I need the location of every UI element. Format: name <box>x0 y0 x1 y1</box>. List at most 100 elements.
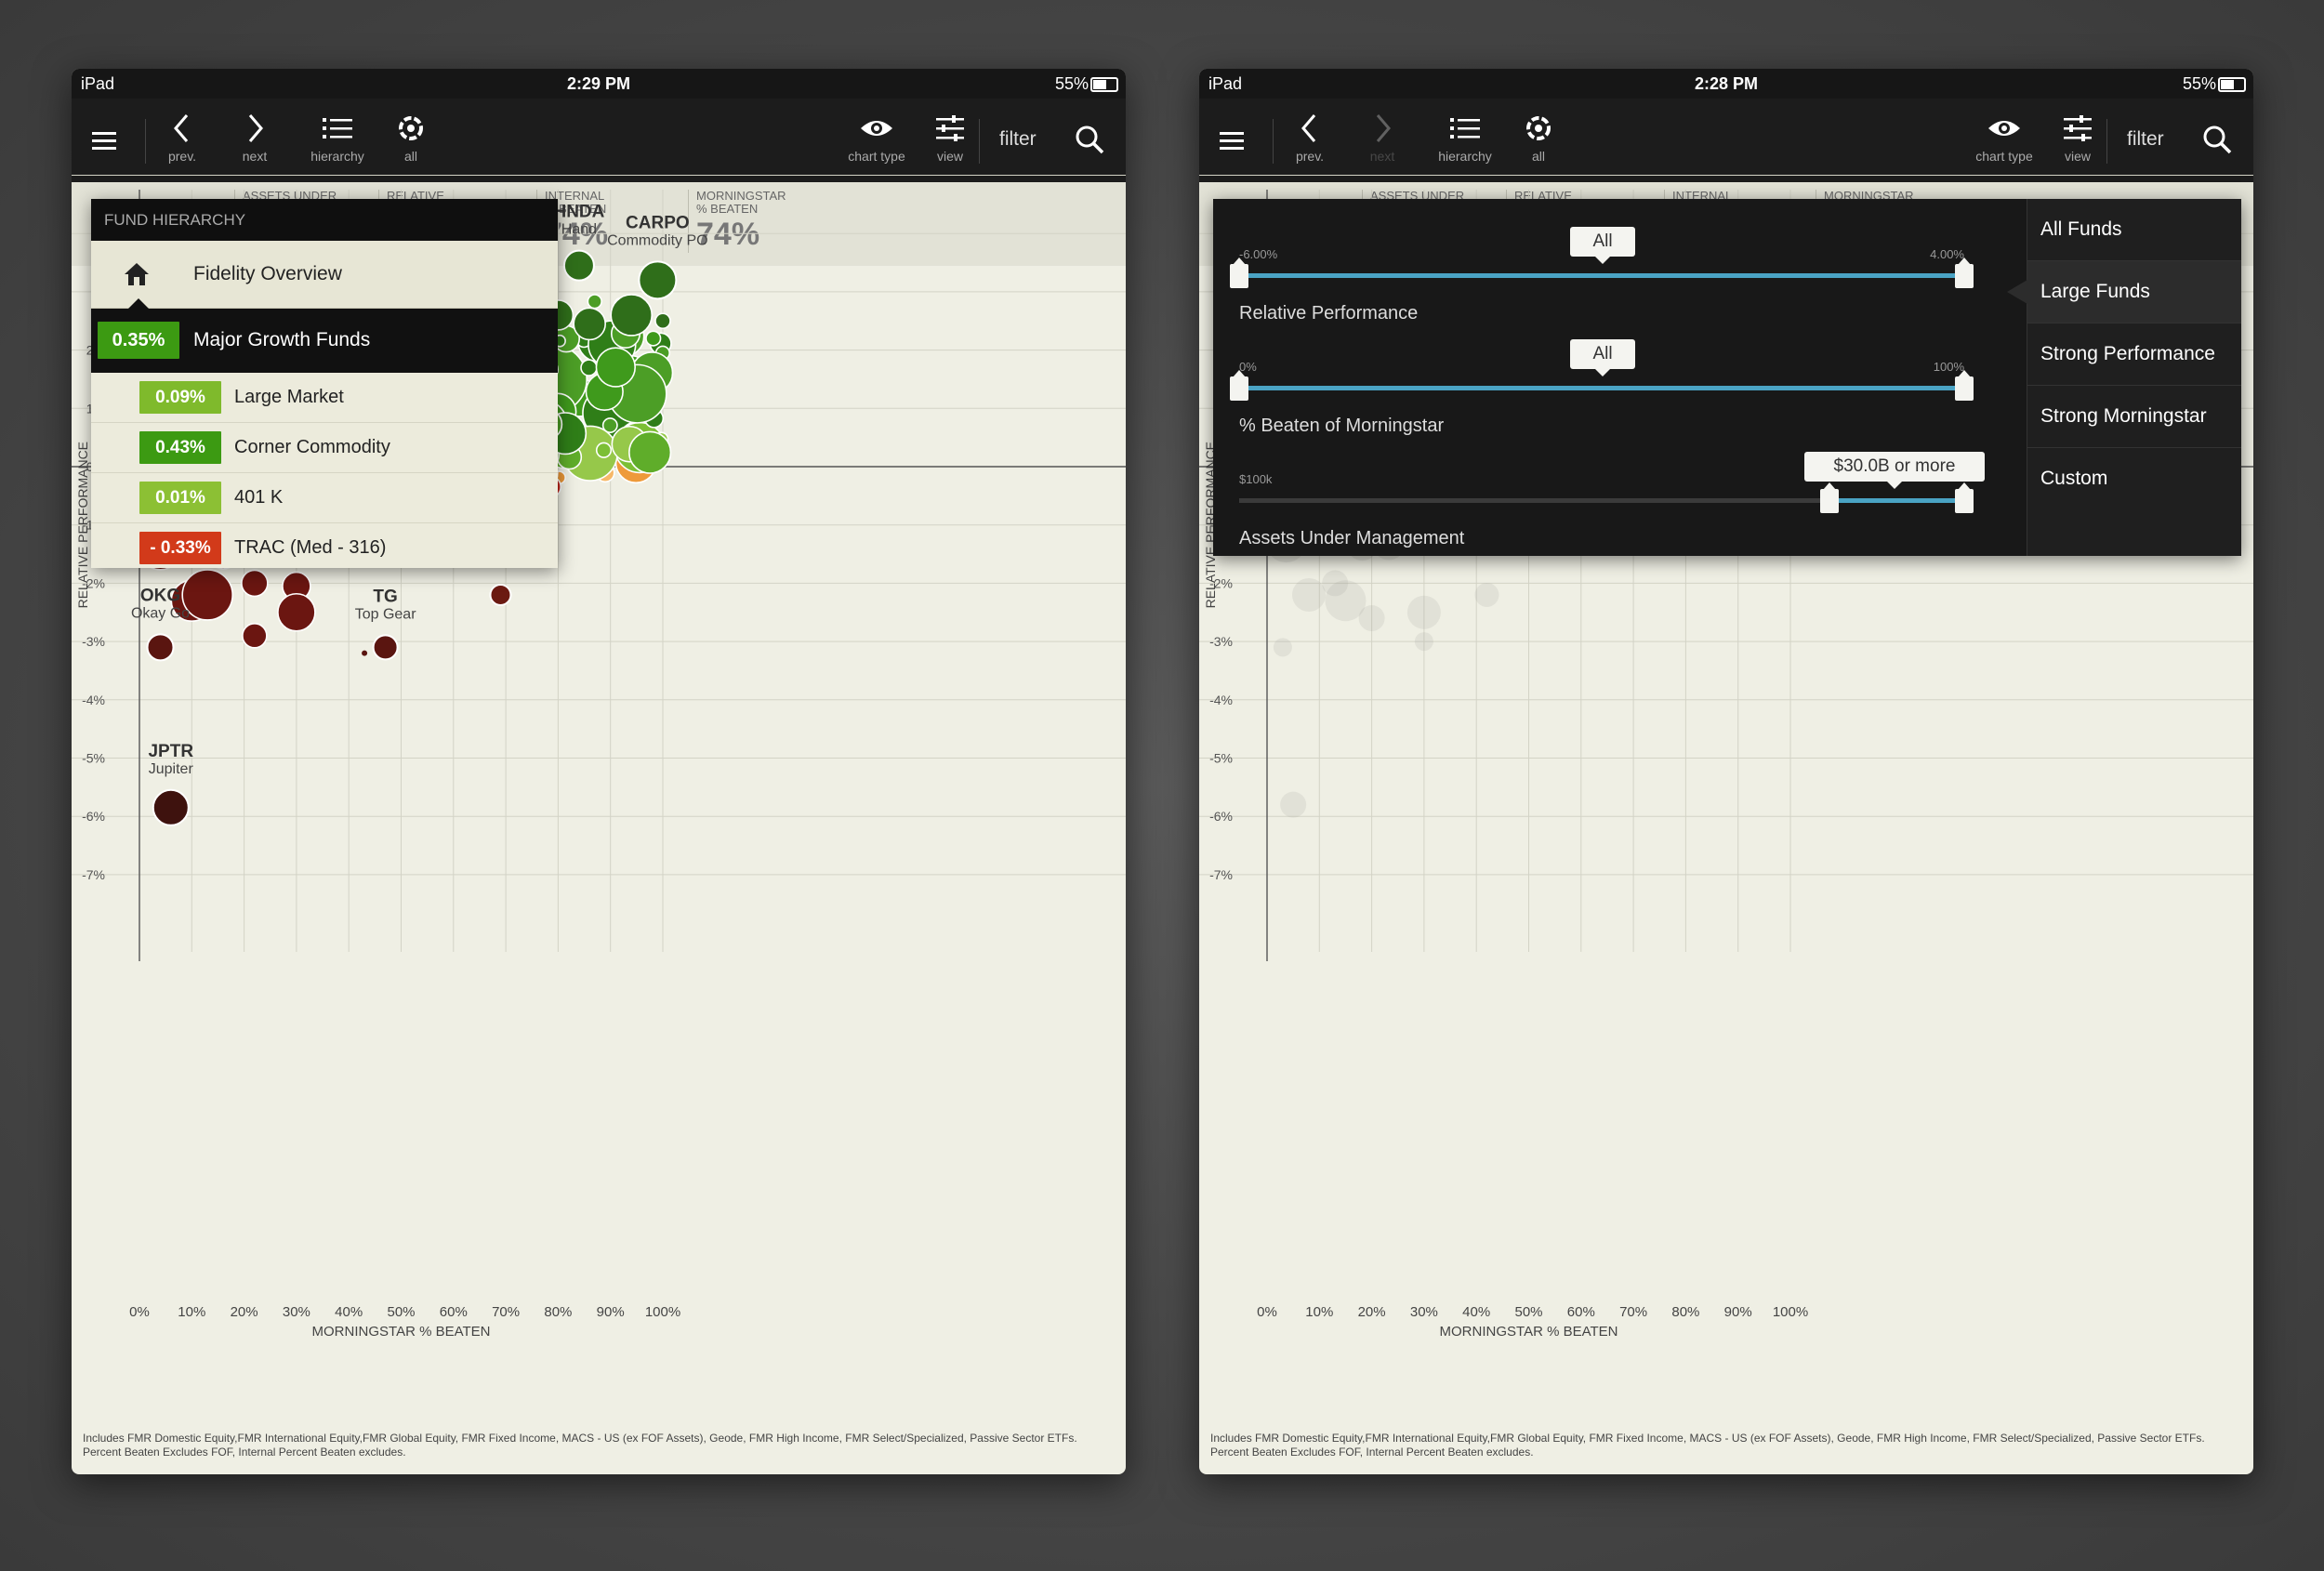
fund-code-label: JPTR <box>148 742 193 761</box>
fund-bubble <box>601 417 618 434</box>
fund-bubble <box>628 430 672 474</box>
x-tick-label: 80% <box>544 1304 572 1320</box>
carrier-label: iPad <box>1208 74 1243 93</box>
fund-bubble <box>241 569 269 598</box>
fund-bubble-faded <box>1406 595 1441 629</box>
view-button[interactable]: view <box>2045 99 2110 182</box>
sliders-icon <box>2064 115 2092 141</box>
search-button[interactable] <box>1066 99 1113 182</box>
slider-max: 4.00% <box>1930 247 1964 261</box>
child-fund-row[interactable]: 0.01% 401 K <box>91 473 558 523</box>
all-button[interactable]: all <box>1506 99 1571 182</box>
menu-button[interactable] <box>1208 99 1255 182</box>
prev-button[interactable]: prev. <box>1277 99 1342 182</box>
all-button[interactable]: all <box>378 99 443 182</box>
home-icon <box>125 263 149 285</box>
list-icon <box>323 118 352 139</box>
x-tick-label: 100% <box>1773 1304 1808 1320</box>
fund-bubble <box>242 623 268 649</box>
view-label: view <box>936 149 963 164</box>
filter-button[interactable]: filter <box>2127 128 2164 150</box>
x-tick-label: 100% <box>645 1304 680 1320</box>
hierarchy-label: hierarchy <box>310 149 364 164</box>
fund-name-label: Commodity PO <box>607 232 707 248</box>
sliders-icon <box>936 115 964 141</box>
preset-large-funds[interactable]: Large Funds <box>2007 261 2241 323</box>
fund-name-label: Okay Go <box>131 605 190 621</box>
x-tick-label: 0% <box>129 1304 150 1320</box>
preset-all-funds[interactable]: All Funds <box>2027 199 2241 261</box>
y-tick-label: -3% <box>1209 634 1233 649</box>
preset-strong-morningstar[interactable]: Strong Morningstar <box>2027 386 2241 448</box>
slider-min: -6.00% <box>1239 247 1278 261</box>
hamburger-icon <box>92 132 116 150</box>
fund-code-label: TG <box>373 587 397 606</box>
fund-code-label: CARPO <box>626 213 690 232</box>
slider-max-handle[interactable] <box>1955 482 1974 513</box>
slider-min-handle[interactable] <box>1820 482 1839 513</box>
ipad-screen-left: iPad 2:29 PM 55% prev. next hierarchy al… <box>72 69 1126 1474</box>
fidelity-overview-row[interactable]: Fidelity Overview <box>91 241 558 309</box>
x-axis-title: MORNINGSTAR % BEATEN <box>312 1324 491 1340</box>
chart-type-button[interactable]: chart type <box>830 99 923 182</box>
x-tick-label: 40% <box>1462 1304 1490 1320</box>
child-fund-row[interactable]: - 0.33% TRAC (Med - 316) <box>91 523 558 573</box>
y-axis-title: RELATIVE PERFORMANCE <box>75 442 90 608</box>
prev-label: prev. <box>167 149 197 164</box>
slider-max-handle[interactable] <box>1955 257 1974 288</box>
prev-button[interactable]: prev. <box>150 99 215 182</box>
chevron-right-icon <box>248 114 263 142</box>
kpi-value: 74% <box>696 217 760 252</box>
eye-icon <box>861 121 892 136</box>
filter-button[interactable]: filter <box>999 128 1037 150</box>
child-fund-row[interactable]: 0.43% Corner Commodity <box>91 423 558 473</box>
slider-min-handle[interactable] <box>1230 257 1248 288</box>
child-fund-row[interactable]: 0.09% Large Market <box>91 373 558 423</box>
slider-min-handle[interactable] <box>1230 370 1248 401</box>
preset-strong-performance[interactable]: Strong Performance <box>2027 323 2241 386</box>
fund-bubble <box>595 347 636 388</box>
all-label: all <box>403 149 417 164</box>
x-tick-label: 50% <box>1514 1304 1542 1320</box>
prev-label: prev. <box>1295 149 1325 164</box>
hierarchy-button[interactable]: hierarchy <box>1419 99 1512 182</box>
view-button[interactable]: view <box>918 99 983 182</box>
next-label: next <box>242 149 268 164</box>
hamburger-icon <box>1220 132 1244 150</box>
popup-title: FUND HIERARCHY <box>91 199 558 241</box>
x-tick-label: 90% <box>1724 1304 1752 1320</box>
labeled-fund-bubble <box>152 788 190 826</box>
chevron-right-icon <box>1376 114 1391 142</box>
fund-name-label: Top Gear <box>355 606 416 622</box>
hierarchy-button[interactable]: hierarchy <box>291 99 384 182</box>
fund-bubble <box>362 650 368 656</box>
performance-badge: 0.43% <box>139 431 221 464</box>
slider-label: Assets Under Management <box>1239 528 1465 548</box>
y-tick-label: -5% <box>1209 751 1233 766</box>
x-tick-label: 70% <box>492 1304 520 1320</box>
fund-bubble-faded <box>1325 580 1367 622</box>
next-button[interactable]: next <box>222 99 287 182</box>
carrier-label: iPad <box>81 74 115 93</box>
x-tick-label: 30% <box>283 1304 310 1320</box>
status-bar: iPad 2:28 PM 55% <box>1199 69 2253 99</box>
fund-bubble <box>580 359 598 376</box>
slider-label: % Beaten of Morningstar <box>1239 416 1445 436</box>
chart-type-button[interactable]: chart type <box>1958 99 2051 182</box>
next-button[interactable]: next <box>1350 99 1415 182</box>
x-tick-label: 70% <box>1619 1304 1647 1320</box>
search-button[interactable] <box>2194 99 2240 182</box>
child-fund-name: 401 K <box>234 487 284 508</box>
chart-type-label: chart type <box>848 149 905 164</box>
major-growth-funds-row[interactable]: 0.35% Major Growth Funds <box>91 309 558 373</box>
fund-bubble-faded <box>1292 577 1327 612</box>
preset-custom[interactable]: Custom <box>2040 468 2108 489</box>
fund-code-label: HNDA <box>553 203 604 222</box>
performance-badge: 0.09% <box>139 381 221 414</box>
menu-button[interactable] <box>81 99 127 182</box>
slider-max-handle[interactable] <box>1955 370 1974 401</box>
list-icon <box>1450 118 1480 139</box>
x-tick-label: 20% <box>231 1304 258 1320</box>
y-tick-label: -7% <box>1209 867 1233 882</box>
